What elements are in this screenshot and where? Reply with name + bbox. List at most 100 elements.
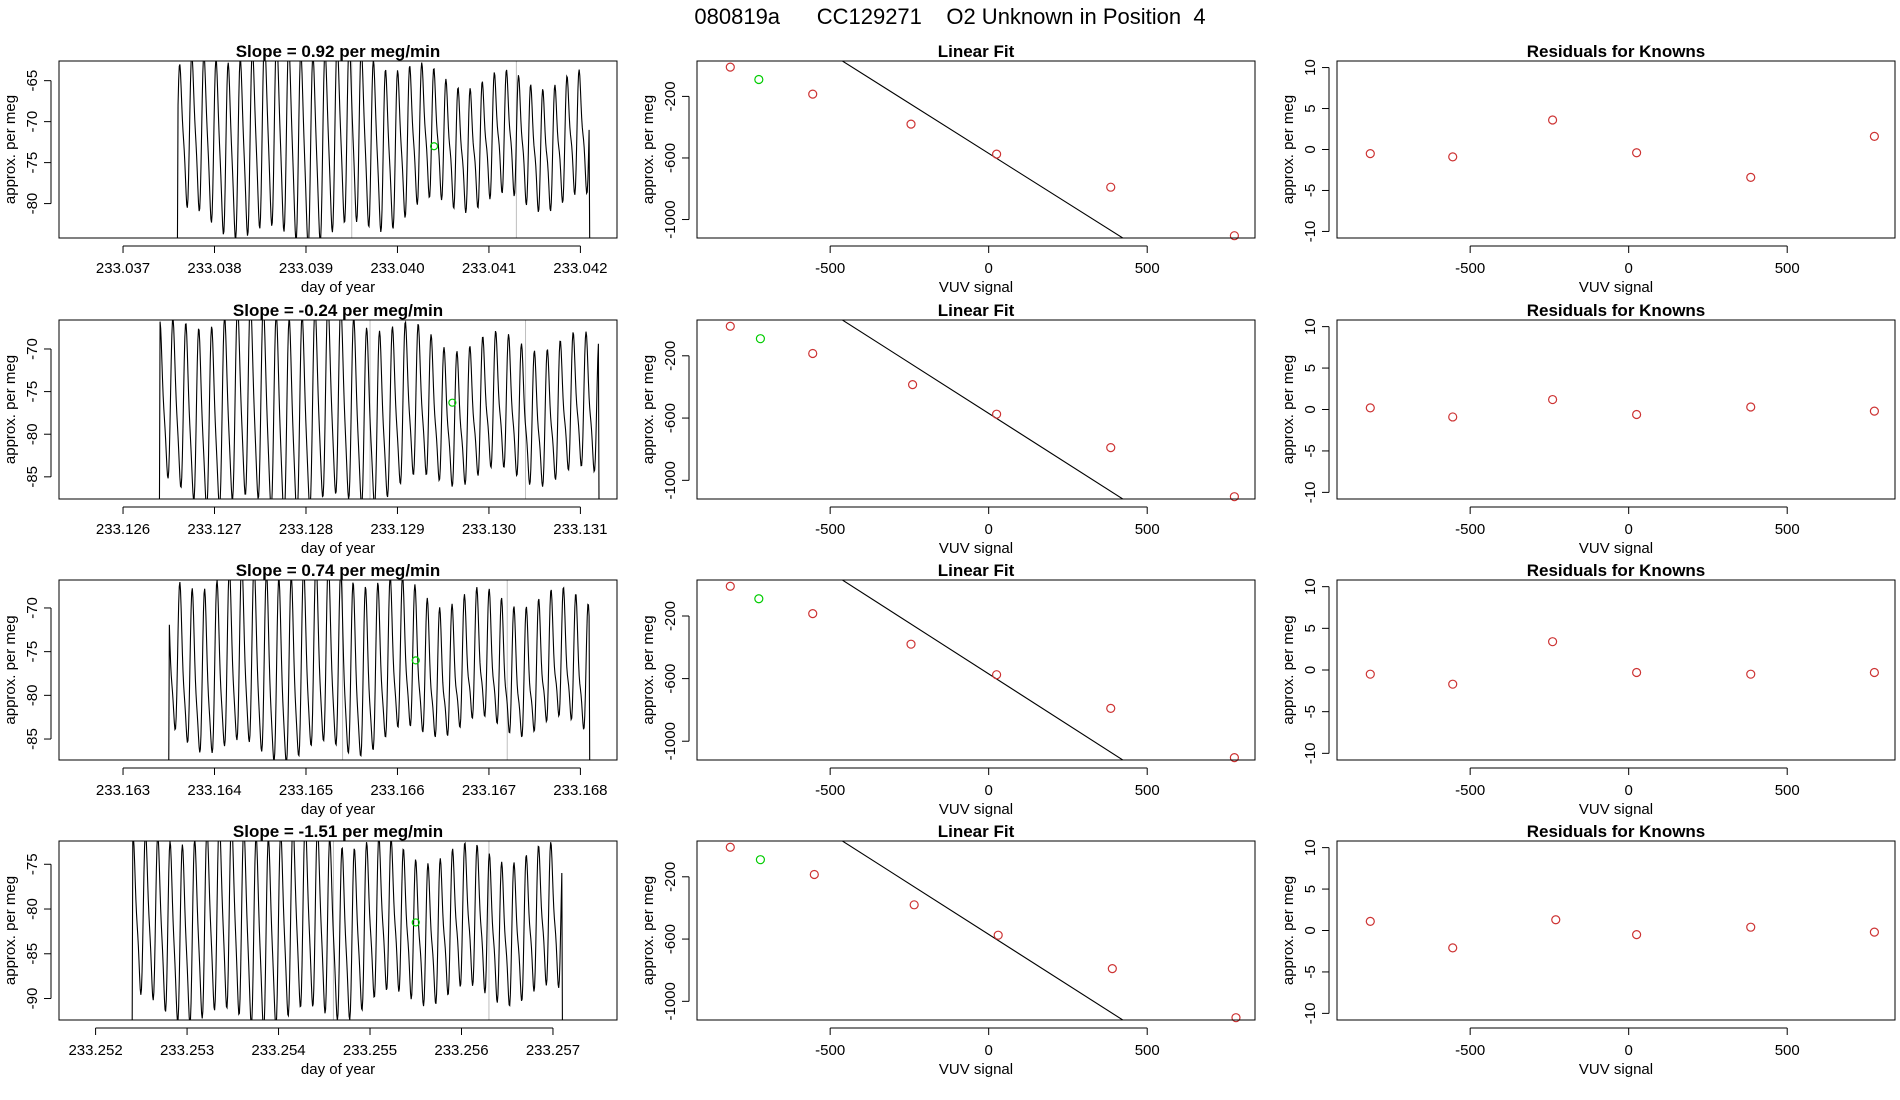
panel-line-0-1: Slope = -0.24 per meg/min 233.126 233.127 2… [2, 301, 618, 557]
panel-title: Slope = 0.74 per meg/min [236, 561, 441, 580]
plot-frame [1336, 60, 1896, 239]
panel-scatter-1-3: Linear Fit -500 0 500 VUV signal -200 -600 -100… [640, 822, 1256, 1078]
y-tick-label: 10 [1302, 318, 1319, 335]
y-tick-label: 5 [1302, 364, 1319, 372]
y-axis-label: approx. per meg [1280, 876, 1297, 985]
x-tick-label: 0 [1625, 1042, 1633, 1059]
known-point [1869, 406, 1879, 416]
unknown-mean-marker [429, 142, 439, 151]
x-tick-label: 0 [985, 260, 993, 277]
y-tick-label: -65 [24, 70, 41, 92]
x-tick-label: -500 [815, 782, 845, 799]
x-tick-label: 233.042 [553, 260, 607, 277]
x-tick-label: -500 [1455, 521, 1485, 538]
y-tick-label: -1000 [662, 982, 679, 1020]
x-tick-label: 500 [1135, 260, 1160, 277]
y-tick-label: -600 [662, 664, 679, 694]
known-point [725, 581, 735, 591]
unknown-point [755, 855, 766, 865]
x-tick-label: 0 [985, 782, 993, 799]
known-point [725, 842, 735, 852]
y-tick-label: 10 [1302, 839, 1319, 856]
known-point [1107, 964, 1117, 974]
panel-scatter-2-2: Residuals for Knowns -500 0 500 VUV signal -1… [1280, 561, 1896, 818]
x-tick-label: 500 [1775, 1042, 1800, 1059]
y-tick-label: -10 [1302, 1003, 1319, 1025]
x-tick-label: 0 [1625, 521, 1633, 538]
x-axis-label: day of year [301, 540, 375, 557]
y-tick-label: -70 [24, 111, 41, 133]
y-tick-label: -10 [1302, 742, 1319, 764]
y-tick-label: -1000 [662, 722, 679, 760]
fit-line [841, 61, 1124, 238]
y-tick-label: -200 [662, 341, 679, 371]
known-point [1632, 667, 1642, 678]
fit-line [841, 841, 1124, 1020]
unknown-mean-marker [411, 656, 420, 665]
x-tick-label: 233.253 [160, 1042, 214, 1059]
known-point [1746, 669, 1756, 679]
x-axis-label: VUV signal [939, 801, 1013, 818]
panel-title: Linear Fit [938, 301, 1015, 320]
x-tick-label: 233.129 [370, 521, 424, 538]
known-point [1106, 182, 1116, 192]
known-point [1632, 930, 1642, 940]
x-tick-label: -500 [1455, 1042, 1485, 1059]
x-tick-label: 233.163 [96, 782, 150, 799]
known-point [1551, 915, 1561, 925]
y-tick-label: 0 [1302, 926, 1319, 934]
known-point [1547, 394, 1558, 405]
y-axis-label: approx. per meg [1280, 95, 1297, 204]
y-tick-label: 5 [1302, 104, 1319, 112]
known-point [1632, 148, 1642, 158]
x-tick-label: 233.130 [462, 521, 516, 538]
x-axis-label: VUV signal [939, 1061, 1013, 1078]
y-tick-label: -80 [24, 898, 41, 920]
known-point [1229, 231, 1239, 241]
y-tick-label: -75 [24, 853, 41, 875]
known-point [993, 930, 1003, 940]
known-point [1746, 172, 1756, 182]
x-tick-label: 233.164 [187, 782, 241, 799]
known-point [906, 119, 916, 129]
series-trace-line [131, 841, 563, 1020]
y-axis-label: approx. per meg [640, 876, 657, 985]
x-axis-label: day of year [301, 1061, 375, 1078]
y-tick-label: -85 [24, 728, 41, 750]
y-tick-label: -5 [1302, 705, 1319, 718]
known-point [906, 639, 916, 649]
y-tick-label: 5 [1302, 624, 1319, 632]
page-title: 080819a CC129271 O2 Unknown in Position … [694, 4, 1206, 29]
x-tick-label: 233.167 [462, 782, 516, 799]
panel-title: Residuals for Knowns [1527, 561, 1706, 580]
y-axis-label: approx. per meg [2, 876, 19, 985]
known-point [1547, 637, 1558, 647]
fit-line [841, 580, 1124, 760]
plot-frame [696, 319, 1256, 500]
known-point [808, 348, 818, 359]
plot-frame [696, 579, 1256, 761]
panel-title: Residuals for Knowns [1527, 42, 1706, 61]
known-point [1365, 669, 1375, 679]
x-tick-label: 233.168 [553, 782, 607, 799]
y-tick-label: -75 [24, 152, 41, 174]
x-axis-label: VUV signal [1579, 279, 1653, 296]
series-trace-line [168, 580, 591, 760]
y-tick-label: -70 [24, 597, 41, 619]
x-tick-label: 500 [1775, 260, 1800, 277]
known-point [1547, 115, 1558, 125]
y-tick-label: 0 [1302, 145, 1319, 153]
known-point [1231, 1013, 1241, 1023]
y-tick-label: -75 [24, 381, 41, 403]
x-axis-label: day of year [301, 279, 375, 296]
x-tick-label: 233.254 [251, 1042, 305, 1059]
known-point [1365, 403, 1375, 413]
y-tick-label: -200 [662, 862, 679, 892]
known-point [907, 379, 918, 390]
known-point [1448, 943, 1458, 953]
known-point [1448, 152, 1458, 162]
y-tick-label: 5 [1302, 885, 1319, 893]
x-axis-label: VUV signal [939, 279, 1013, 296]
panel-title: Slope = -0.24 per meg/min [233, 301, 443, 320]
